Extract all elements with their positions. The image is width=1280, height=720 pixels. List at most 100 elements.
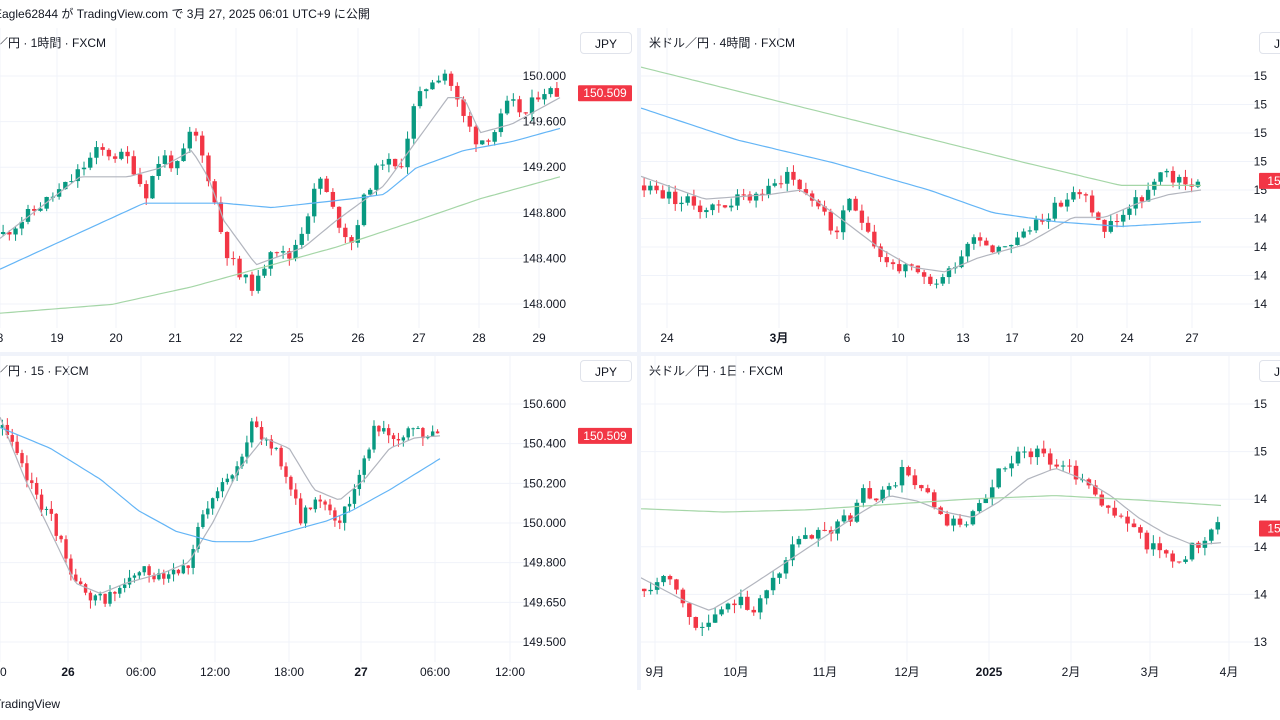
candle-body xyxy=(848,515,853,522)
x-tick-label: 27 xyxy=(412,331,426,345)
x-tick-label: 12月 xyxy=(894,665,919,679)
candle-body xyxy=(944,514,950,526)
chart-panel-1d[interactable]: 米ドル／円 · 1日 · FXCM JPY 1515141414139月10月1… xyxy=(641,356,1280,690)
x-tick-label: 19 xyxy=(50,331,64,345)
candle-body xyxy=(1099,494,1105,506)
candle-body xyxy=(893,485,898,487)
candle-body xyxy=(1105,505,1111,508)
candle-body xyxy=(293,244,298,259)
candle-body xyxy=(517,99,522,113)
candle-body xyxy=(1041,448,1047,454)
candle-body xyxy=(75,169,80,182)
candle-body xyxy=(498,113,504,133)
currency-button[interactable]: JPY xyxy=(580,32,632,54)
candle-body xyxy=(983,498,989,504)
panel-divider-horizontal[interactable] xyxy=(0,352,1280,356)
candle-body xyxy=(745,596,750,610)
candle-body xyxy=(461,99,466,116)
chart-panel-15m[interactable]: ／円 · 15 · FXCM JPY 150.600 150.400 150.200… xyxy=(0,356,637,690)
candle-body xyxy=(934,283,939,285)
chart-svg[interactable]: 150.600 150.400 150.200 150.000 149.800 149.6… xyxy=(0,356,637,690)
chart-panel-1h[interactable]: ／円 · 1時間 · FXCM JPY 150.000 149.600 149.20… xyxy=(0,28,637,352)
candle-body xyxy=(977,503,982,512)
candle-body xyxy=(411,106,416,139)
candle-body xyxy=(1040,219,1045,222)
chart-title: ／円 · 1時間 · FXCM xyxy=(0,36,106,50)
chart-svg[interactable]: 15 15 14 14 14 13 9月 10月 11月 12月 2025 2月 3月 4月 15 xyxy=(641,356,1280,690)
candle-body xyxy=(368,189,373,195)
candle-body xyxy=(289,476,293,490)
x-tick-label: 24 xyxy=(1120,331,1134,345)
last-price-label: 150.509 xyxy=(583,429,627,443)
candle-body xyxy=(342,506,347,523)
candle-body xyxy=(984,240,989,246)
candle-body xyxy=(523,112,528,114)
candle-body xyxy=(318,499,322,502)
candle-body xyxy=(455,85,460,100)
candle-body xyxy=(1183,176,1188,185)
candle-body xyxy=(706,622,711,627)
candle-body xyxy=(1009,463,1014,469)
candle-body xyxy=(912,475,918,486)
candle-body xyxy=(957,518,963,525)
candle-body xyxy=(54,513,58,536)
candle-body xyxy=(430,82,435,90)
candle-body xyxy=(176,569,181,574)
candle-body xyxy=(691,196,697,206)
candle-body xyxy=(1108,221,1113,232)
candle-body xyxy=(753,193,759,201)
currency-button[interactable]: JPY xyxy=(1259,32,1280,54)
candle-body xyxy=(964,524,969,526)
candle-body xyxy=(511,99,516,101)
candle-body xyxy=(1058,202,1064,207)
candle-body xyxy=(206,155,211,182)
candle-body xyxy=(98,593,102,596)
candle-body xyxy=(382,428,386,432)
candle-body xyxy=(147,566,151,575)
candle-body xyxy=(1112,507,1117,516)
candle-body xyxy=(157,573,161,580)
candle-body xyxy=(778,183,784,185)
candle-body xyxy=(206,508,210,515)
candle-body xyxy=(224,232,230,259)
candle-body xyxy=(1077,192,1082,195)
candle-body xyxy=(712,614,718,623)
x-tick-label: 06:00 xyxy=(420,665,450,679)
candle-body xyxy=(235,466,239,476)
chart-svg[interactable]: 150.000 149.600 149.200 148.800 148.400 148.0… xyxy=(0,28,637,352)
moving-average-slow xyxy=(641,66,1201,186)
candle-body xyxy=(343,227,348,238)
candle-body xyxy=(803,535,808,539)
panel-divider-vertical[interactable] xyxy=(637,28,641,690)
candle-body xyxy=(318,178,323,189)
candle-body xyxy=(674,579,679,590)
candle-body xyxy=(946,268,952,278)
x-tick-label: 27 xyxy=(1185,331,1199,345)
x-tick-label: 13 xyxy=(956,331,970,345)
candle-body xyxy=(834,230,840,233)
candle-body xyxy=(262,268,267,276)
candle-body xyxy=(729,205,734,208)
candle-body xyxy=(215,491,220,499)
x-tick-label: 10月 xyxy=(723,665,748,679)
y-tick-label: 15 xyxy=(1254,126,1268,140)
candle-body xyxy=(880,489,885,501)
candle-body xyxy=(181,565,186,574)
candle-body xyxy=(854,502,860,522)
candle-body xyxy=(88,592,93,601)
candle-body xyxy=(274,252,280,254)
candle-body xyxy=(81,167,87,170)
currency-button[interactable]: JPY xyxy=(1259,360,1280,382)
candle-body xyxy=(254,421,259,428)
currency-button[interactable]: JPY xyxy=(580,360,632,382)
y-tick-label: 15 xyxy=(1254,69,1268,83)
candle-body xyxy=(492,132,497,142)
candle-body xyxy=(249,274,255,291)
candle-body xyxy=(417,91,423,107)
candle-body xyxy=(175,161,180,169)
chart-panel-4h[interactable]: 米ドル／円 · 4時間 · FXCM JPY 15 15 15 15 15 14 14 14 1… xyxy=(641,28,1280,352)
chart-title: ／円 · 15 · FXCM xyxy=(0,364,89,378)
candle-body xyxy=(324,178,329,192)
candle-body xyxy=(391,435,396,439)
